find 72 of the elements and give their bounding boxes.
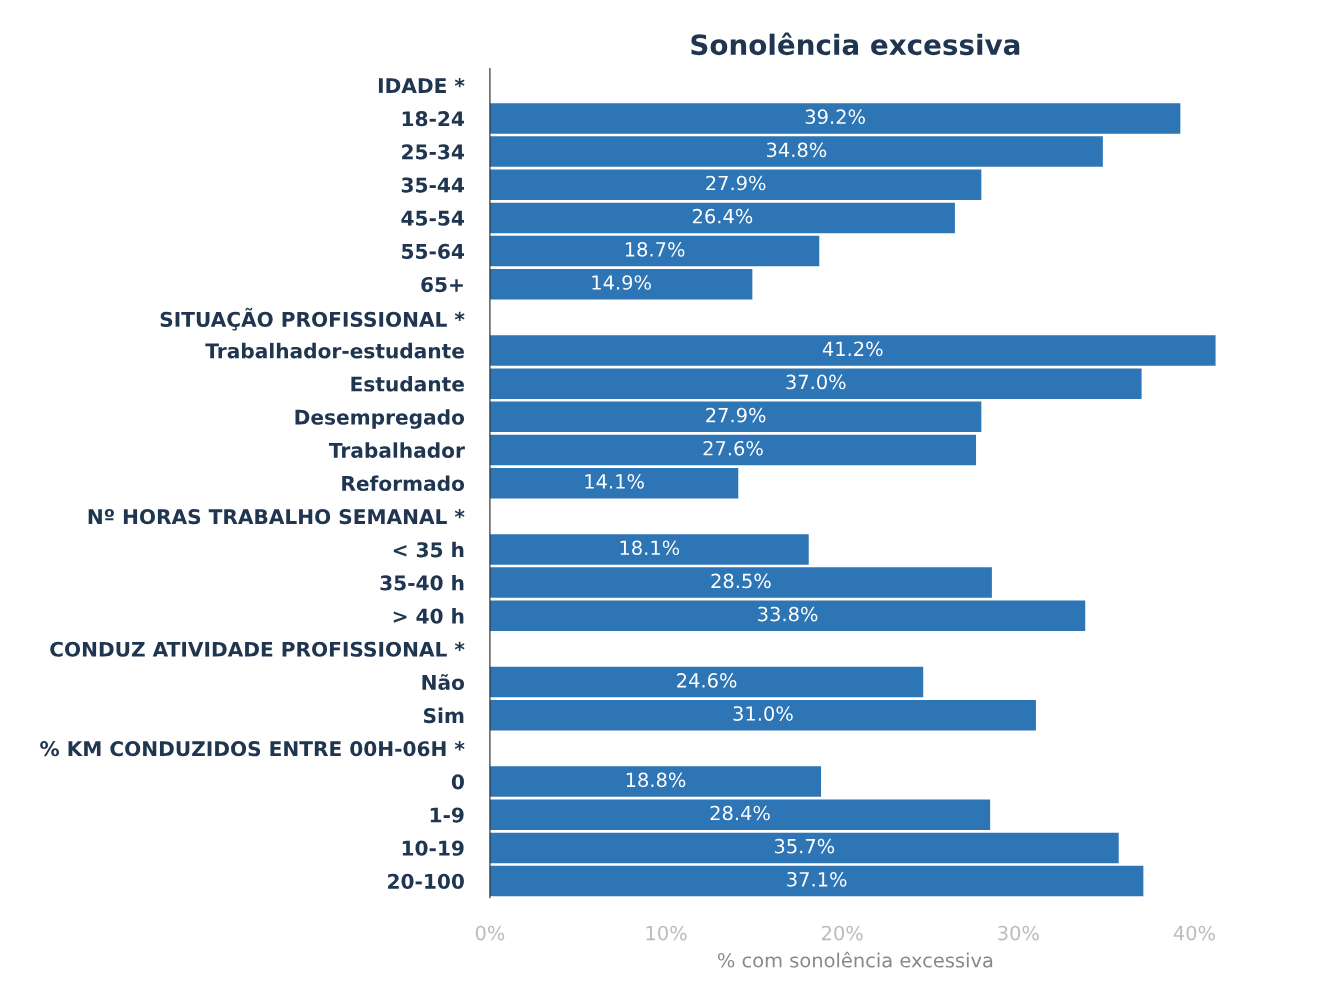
bar: [489, 434, 977, 466]
bar: [489, 534, 809, 565]
y-tick-label: Estudante: [351, 376, 464, 392]
y-tick-label: Trabalhador-estudante: [205, 342, 464, 359]
bar: [489, 766, 822, 797]
x-axis-title: % com sonolência excessiva: [717, 951, 993, 968]
data-label: 35.7%: [774, 838, 835, 854]
y-tick-label: 18-24: [402, 111, 464, 127]
y-tick-label: Sim: [423, 707, 464, 724]
data-label: 37.0%: [786, 374, 846, 390]
y-tick-label: % KM CONDUZIDOS ENTRE 00H-06H *: [40, 741, 465, 757]
x-tick-label: 20%: [822, 925, 863, 941]
bar: [489, 202, 955, 234]
x-tick-label: 10%: [646, 925, 687, 941]
bar: [489, 268, 753, 300]
bar: [489, 600, 1086, 632]
data-label: 37.1%: [787, 871, 847, 887]
bar: [489, 799, 991, 830]
y-tick-label: 0: [451, 774, 464, 790]
data-label: 31.0%: [733, 706, 793, 721]
bar: [489, 666, 924, 698]
y-tick-label: CONDUZ ATIVIDADE PROFISSIONAL *: [50, 641, 465, 657]
data-label: 27.9%: [706, 407, 766, 423]
x-tick-label: 0%: [475, 925, 505, 941]
bar: [489, 103, 1181, 134]
bar: [489, 169, 982, 200]
y-tick-label: SITUAÇÃO PROFISSIONAL *: [160, 307, 465, 331]
bar: [489, 335, 1216, 366]
y-tick-label: 10-19: [402, 840, 464, 856]
data-label: 18.1%: [620, 540, 680, 556]
bar: [489, 865, 1144, 897]
y-tick-label: Não: [422, 674, 465, 691]
bar: [489, 136, 1103, 167]
bar: [489, 235, 820, 267]
y-tick-label: > 40 h: [393, 608, 464, 624]
y-tick-label: 65+: [421, 276, 463, 293]
data-label: 14.1%: [585, 474, 644, 489]
data-label: 41.2%: [822, 341, 883, 357]
data-label: 26.4%: [692, 208, 753, 224]
y-tick-label: Reformado: [342, 475, 465, 492]
x-tick-label: 40%: [1173, 925, 1215, 941]
bar: [489, 699, 1036, 731]
data-label: 28.4%: [710, 805, 770, 821]
data-label: 39.2%: [805, 109, 865, 125]
y-tick-label: IDADE *: [378, 77, 465, 93]
x-tick-label: 30%: [998, 925, 1039, 941]
y-tick-label: 1-9: [430, 807, 464, 823]
y-tick-label: 25-34: [402, 144, 464, 160]
bar: [489, 368, 1142, 399]
y-tick-label: Nº HORAS TRABALHO SEMANAL *: [88, 509, 465, 525]
data-label: 18.8%: [626, 772, 686, 788]
y-tick-label: 45-54: [401, 210, 464, 226]
y-tick-label: 35-44: [401, 177, 464, 193]
bar: [489, 467, 739, 499]
y-tick-label: Desempregado: [295, 409, 465, 429]
bar: [489, 567, 992, 598]
data-label: 24.6%: [677, 673, 737, 688]
bar: [489, 401, 982, 433]
bar: [489, 832, 1119, 864]
y-tick-label: 55-64: [402, 243, 464, 259]
data-label: 33.8%: [758, 606, 818, 622]
y-tick-label: Trabalhador: [328, 442, 465, 458]
y-tick-label: 35-40 h: [380, 574, 464, 591]
data-label: 34.8%: [766, 142, 827, 158]
data-label: 28.5%: [711, 573, 771, 589]
data-label: 14.9%: [592, 275, 651, 290]
y-tick-label: 20-100: [388, 873, 464, 889]
y-tick-label: < 35 h: [393, 541, 464, 558]
data-label: 27.9%: [706, 175, 766, 191]
data-label: 27.6%: [703, 440, 763, 456]
data-label: 18.7%: [625, 241, 685, 257]
chart-title: Sonolência excessiva: [691, 32, 1020, 56]
